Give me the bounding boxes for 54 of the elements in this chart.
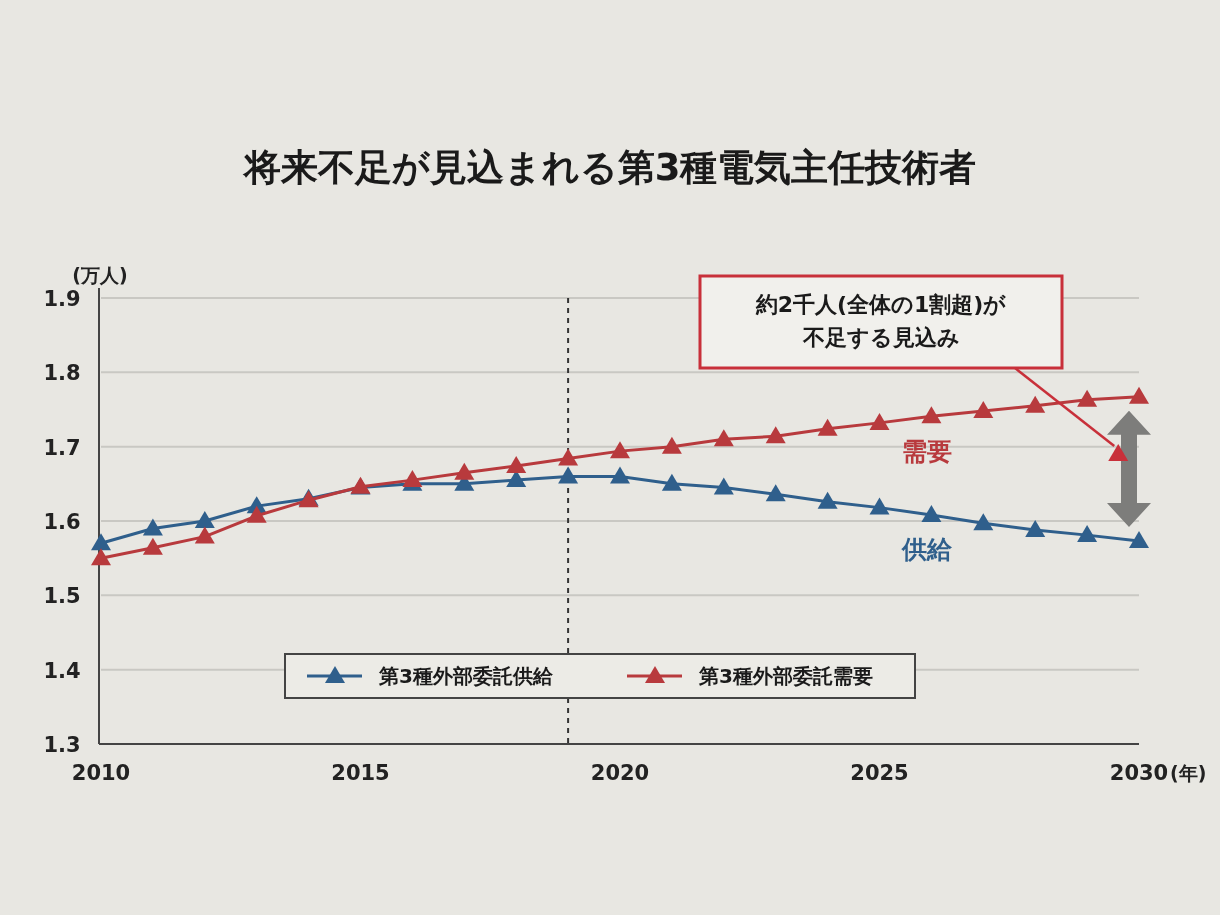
point — [869, 497, 890, 515]
point — [610, 441, 630, 459]
annotation: 約2千人(全体の1割超)が不足する見込み — [754, 292, 1007, 350]
point — [1129, 531, 1149, 549]
y-tick-label: 1.7 — [43, 435, 81, 460]
point — [921, 406, 942, 424]
point — [506, 470, 527, 488]
point — [91, 533, 111, 551]
point — [558, 448, 579, 466]
x-tick-label: 2010 — [71, 761, 131, 785]
point — [91, 548, 111, 566]
point — [194, 526, 215, 544]
point — [610, 466, 630, 484]
annotation: 供給 — [901, 535, 953, 564]
y-tick-label: 1.6 — [43, 510, 81, 534]
point — [506, 455, 527, 473]
point — [142, 518, 163, 536]
x-tick-label: 2015 — [331, 761, 390, 785]
point — [454, 462, 475, 480]
annotation: 需要 — [902, 437, 952, 466]
point — [817, 491, 838, 509]
legend-label: 第3種外部委託需要 — [698, 664, 873, 688]
x-tick-label: 2030 — [1109, 761, 1169, 785]
legend-label: 第3種外部委託供給 — [378, 664, 554, 688]
y-tick-label: 1.4 — [43, 658, 81, 683]
y-tick-label: 1.3 — [43, 733, 81, 757]
point — [973, 513, 994, 531]
point — [973, 400, 994, 418]
point — [1077, 525, 1098, 543]
point — [869, 412, 890, 430]
point — [1129, 386, 1149, 404]
point — [661, 436, 682, 454]
y-tick-label: 1.8 — [43, 361, 81, 386]
y-tick-label: 1.5 — [43, 584, 81, 609]
point — [1025, 395, 1046, 413]
point — [1025, 519, 1046, 537]
point — [246, 505, 267, 523]
x-tick-label: 2020 — [590, 761, 650, 785]
point — [713, 477, 734, 495]
chart-title: 将来不足が見込まれる第3種電気主任技術者 — [241, 146, 977, 189]
y-axis-title: (万人) — [72, 264, 128, 286]
point — [765, 426, 786, 444]
point — [713, 429, 734, 447]
point — [194, 511, 215, 528]
point — [921, 505, 942, 523]
point — [817, 418, 838, 436]
point — [142, 537, 163, 555]
y-tick-label: 1.9 — [43, 287, 81, 311]
point — [1077, 389, 1098, 407]
point — [765, 484, 786, 502]
x-axis-title: (年) — [1170, 762, 1207, 784]
point — [558, 466, 579, 484]
point — [661, 473, 682, 491]
x-tick-label: 2025 — [850, 761, 909, 785]
